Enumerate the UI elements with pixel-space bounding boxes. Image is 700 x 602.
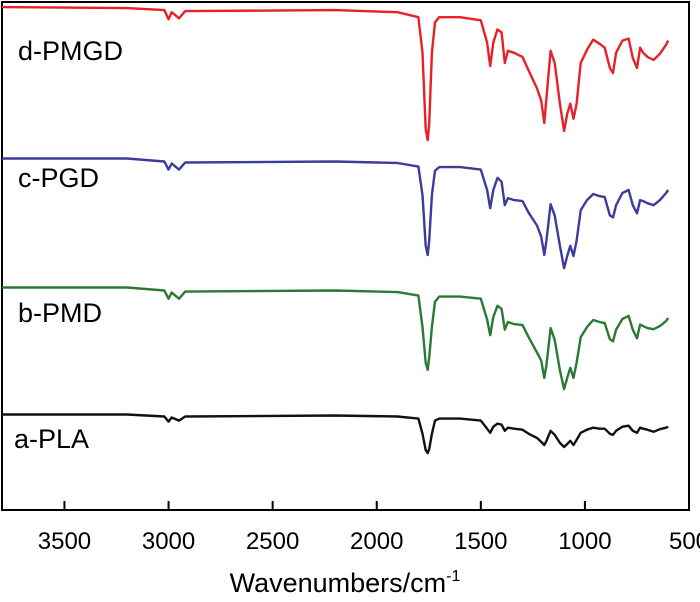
x-axis-label-text: Wavenumbers/cm <box>230 568 447 598</box>
x-axis-label-superscript: -1 <box>446 568 460 585</box>
series-label-a-pla: a-PLA <box>14 424 89 454</box>
series-line-c-pgd <box>2 157 670 270</box>
x-tick-label-2500: 2500 <box>246 528 299 555</box>
x-axis-ticks: 3500 3000 2500 2000 1500 1000 500 <box>38 501 700 555</box>
series-label-c-pgd: c-PGD <box>18 163 99 193</box>
x-tick-label-3500: 3500 <box>38 528 91 555</box>
x-axis-label: Wavenumbers/cm-1 <box>230 568 461 598</box>
series-label-d-pmgd: d-PMGD <box>18 36 123 66</box>
x-tick-label-1000: 1000 <box>558 528 611 555</box>
x-tick-label-2000: 2000 <box>350 528 403 555</box>
x-tick-label-500: 500 <box>669 528 700 555</box>
series-label-b-pmd: b-PMD <box>18 298 102 328</box>
x-tick-label-3000: 3000 <box>142 528 195 555</box>
plot-frame <box>1 1 690 511</box>
series-line-b-pmd <box>2 286 670 391</box>
series-line-a-pla <box>2 413 669 455</box>
series-layer <box>1 5 670 455</box>
series-line-d-pmgd <box>1 5 670 142</box>
x-tick-label-1500: 1500 <box>454 528 507 555</box>
